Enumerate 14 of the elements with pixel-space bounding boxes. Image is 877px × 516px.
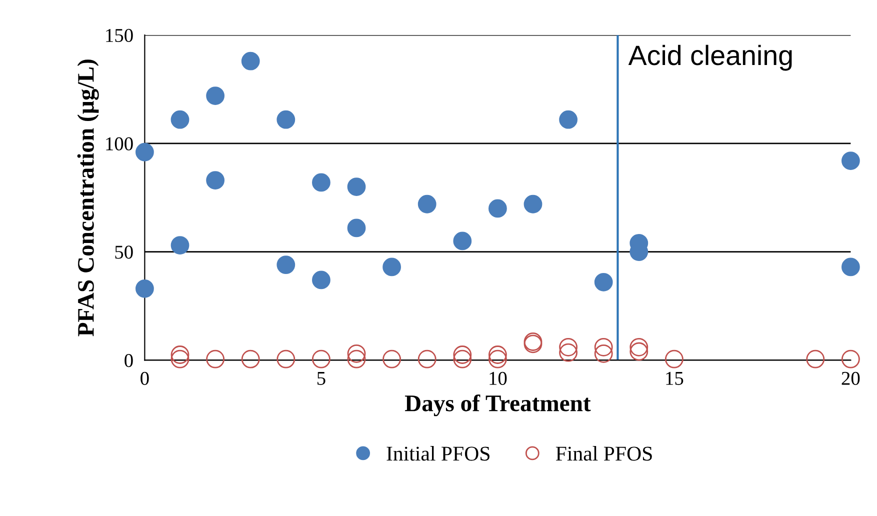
y-tick-label: 150 — [106, 28, 133, 42]
x-axis-title: Days of Treatment — [404, 394, 591, 416]
y-tick-label: 0 — [124, 354, 133, 368]
x-tick-label: 15 — [666, 372, 684, 385]
x-tick-label: 5 — [317, 372, 326, 385]
legend-label: Final PFOS — [556, 446, 652, 461]
legend-label: Initial PFOS — [386, 446, 490, 461]
y-tick-label: 100 — [106, 137, 133, 150]
y-axis-title: PFAS Concentration (µg/L) — [77, 60, 99, 336]
x-tick-label: 20 — [842, 372, 860, 385]
ref-line-label: Acid cleaning — [628, 44, 792, 71]
y-tick-label: 50 — [115, 246, 133, 259]
x-tick-label: 10 — [490, 372, 507, 385]
x-tick-label: 0 — [140, 372, 149, 385]
